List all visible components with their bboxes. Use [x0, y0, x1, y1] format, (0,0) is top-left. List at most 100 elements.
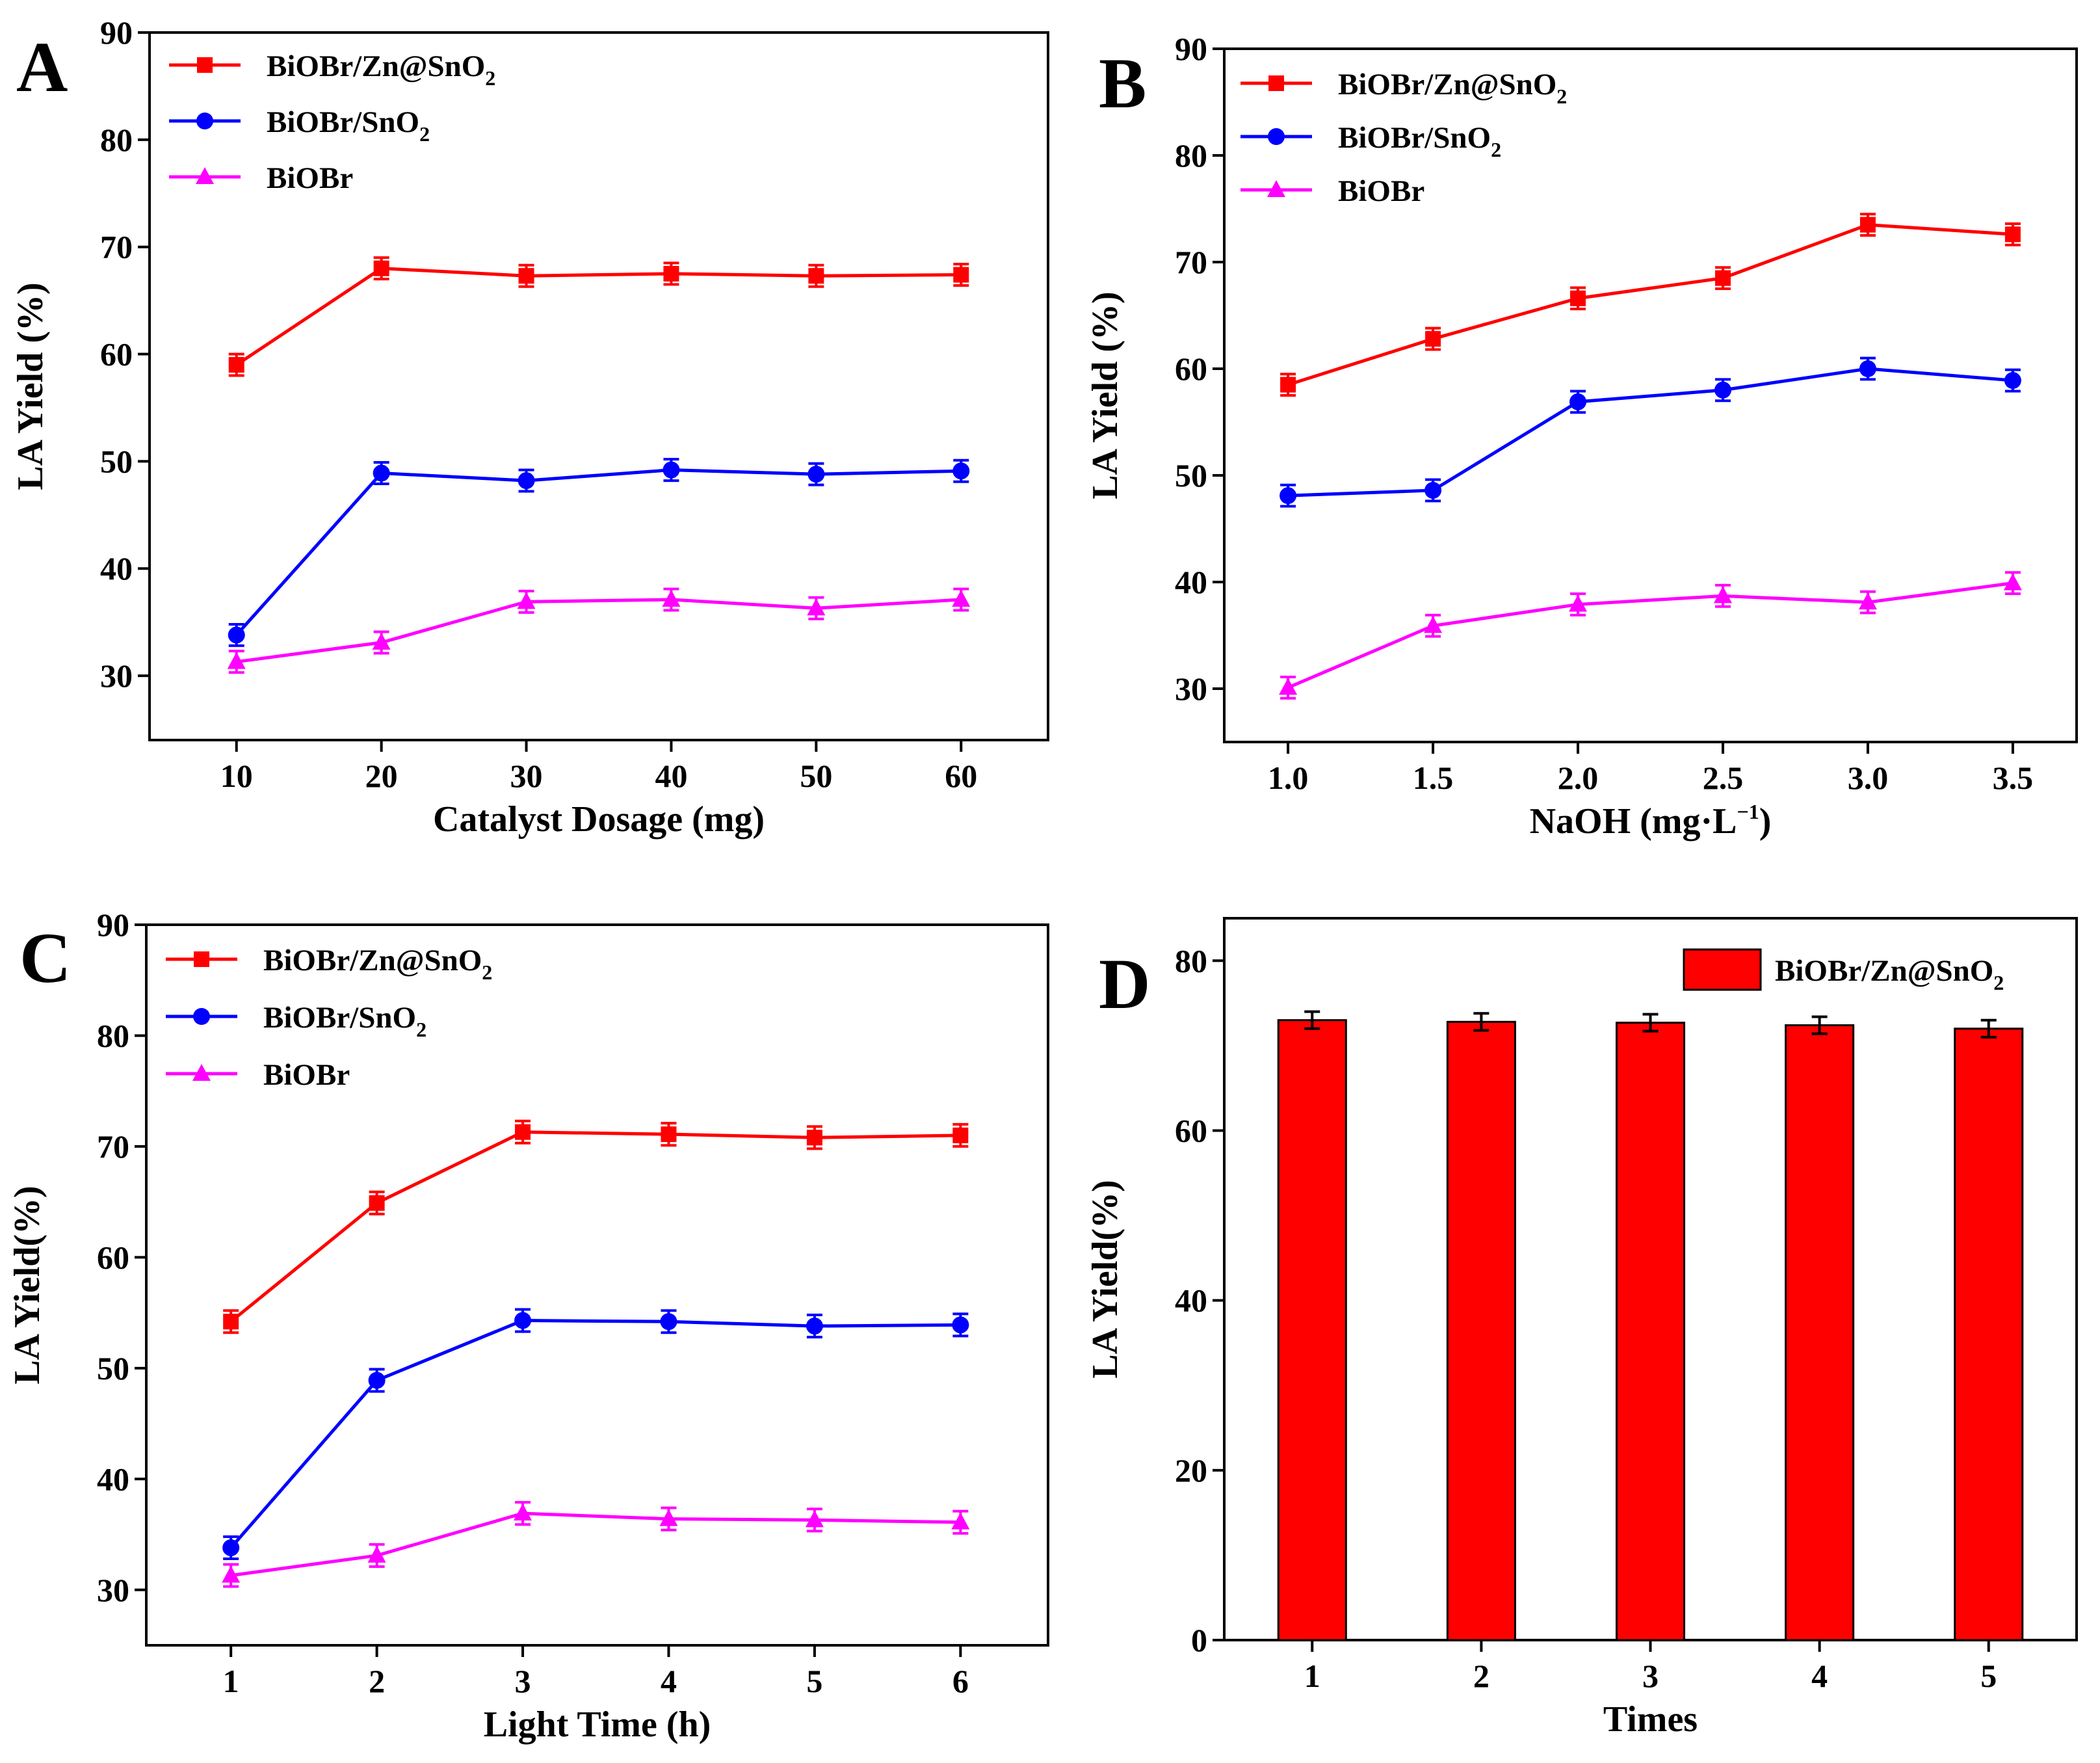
y-tick-label: 40: [97, 1461, 129, 1497]
legend-entry: BiOBr: [169, 161, 353, 195]
x-axis-label: Catalyst Dosage (mg): [433, 799, 765, 840]
legend-marker: [196, 113, 213, 129]
legend-entry: BiOBr/SnO2: [1240, 121, 1501, 161]
series-square: [228, 256, 969, 377]
y-tick-label: 80: [97, 1017, 129, 1054]
x-tick-label: 1: [1304, 1658, 1320, 1694]
data-point: [368, 1372, 386, 1389]
data-point: [663, 265, 679, 282]
x-axis-label-text: Catalyst Dosage (mg): [433, 799, 765, 840]
y-tick-label: 20: [1175, 1452, 1207, 1489]
legend-marker: [192, 1064, 211, 1081]
legend-label-subscript: 2: [485, 66, 495, 90]
legend-label-text: BiOBr/Zn@SnO: [1775, 954, 1993, 988]
legend-label: BiOBr/SnO2: [263, 1001, 427, 1041]
series-triangle: [227, 587, 971, 674]
legend-entry: BiOBr/Zn@SnO2: [1683, 948, 2004, 994]
x-tick-label: 30: [510, 758, 543, 794]
legend-label-text: BiOBr: [1338, 174, 1424, 208]
data-point: [952, 590, 971, 607]
x-tick-label: 4: [1811, 1658, 1828, 1694]
x-tick-label: 1: [223, 1663, 239, 1699]
x-axis-label-text: Times: [1603, 1699, 1698, 1740]
panel-letter: A: [16, 27, 68, 107]
data-point: [953, 267, 969, 283]
y-tick-label: 80: [100, 122, 133, 158]
data-point: [514, 1312, 532, 1329]
series-circle: [1280, 356, 2021, 508]
series-line: [230, 1319, 961, 1549]
data-point: [373, 464, 390, 482]
series-square: [223, 1119, 969, 1334]
series-triangle: [222, 1501, 970, 1588]
series-line: [236, 598, 962, 664]
series-line: [235, 267, 962, 367]
y-tick-label: 60: [97, 1239, 129, 1275]
data-point: [227, 652, 246, 669]
data-point: [1714, 381, 1731, 399]
data-point: [518, 472, 535, 490]
legend-label: BiOBr/Zn@SnO2: [263, 944, 492, 984]
panel-d: D 0 20 40 60 80 1 2 3 4 5 Times LA Yield(%) BiOBr/Zn@…: [1085, 917, 2078, 1740]
x-tick-label: 10: [220, 758, 253, 794]
data-point: [663, 461, 680, 479]
y-axis-label: LA Yield(%): [1085, 1180, 1125, 1378]
legend-label-subscript: 2: [416, 1018, 427, 1041]
x-tick-label: 20: [365, 758, 398, 794]
data-point: [806, 1130, 822, 1146]
legend-label-text: BiOBr/Zn@SnO: [1338, 68, 1556, 101]
y-tick-label: 30: [1175, 670, 1207, 707]
y-tick-label: 60: [1175, 1112, 1207, 1148]
legend-label-text: BiOBr/SnO: [1338, 121, 1491, 155]
data-point: [808, 268, 824, 284]
legend-label: BiOBr/Zn@SnO2: [1338, 68, 1567, 108]
legend-label-subscript: 2: [1556, 85, 1567, 108]
y-tick-label: 40: [1175, 1282, 1207, 1319]
legend-entry: BiOBr/Zn@SnO2: [169, 49, 495, 90]
data-point: [951, 1512, 970, 1530]
data-point: [1424, 616, 1443, 633]
legend-label: BiOBr: [263, 1058, 350, 1092]
x-axis-label-superscript: −1: [1737, 800, 1759, 823]
data-point: [1859, 360, 1876, 377]
y-tick-label: 50: [97, 1350, 129, 1386]
y-tick-label: 70: [1175, 244, 1207, 280]
legend-marker: [1268, 75, 1284, 91]
data-point: [1280, 377, 1296, 393]
legend-entry: BiOBr/Zn@SnO2: [1240, 68, 1567, 108]
data-point: [2004, 372, 2021, 390]
x-tick-label: 5: [1980, 1658, 1997, 1694]
y-axis-label: LA Yield (%): [10, 282, 51, 490]
data-point: [807, 466, 825, 483]
x-axis-label: Times: [1603, 1699, 1698, 1740]
y-tick-label: 30: [97, 1572, 129, 1608]
x-tick-label: 1.5: [1413, 760, 1454, 796]
data-point: [659, 1509, 678, 1526]
y-tick-label: 90: [100, 14, 133, 51]
data-point: [1569, 393, 1587, 410]
legend-marker: [193, 1008, 210, 1025]
panel-b: B 30 40 50 60 70 80 90 1.0 1.5 2.0 2.5 3.0 3.5 NaOH (m…: [1085, 31, 2078, 842]
legend-entry: BiOBr/SnO2: [169, 105, 430, 146]
data-point: [2003, 573, 2022, 590]
data-point: [228, 357, 244, 373]
y-tick-label: 60: [100, 336, 133, 373]
legend-marker: [1267, 180, 1285, 197]
bar: [1785, 1024, 1855, 1641]
y-tick-label: 60: [1175, 351, 1207, 387]
y-tick-label: 70: [100, 229, 133, 265]
x-tick-label: 50: [800, 758, 832, 794]
x-axis-label: NaOH (mg·L−1): [1530, 800, 1772, 842]
bar: [1954, 1027, 2024, 1641]
series-line: [235, 468, 962, 637]
x-tick-label: 2: [369, 1663, 385, 1699]
data-point: [662, 590, 681, 607]
data-point: [1280, 487, 1297, 505]
series-circle: [222, 1308, 969, 1561]
x-axis-label-tail: ): [1759, 801, 1772, 842]
data-point: [1713, 586, 1732, 603]
x-tick-label: 2.0: [1558, 760, 1599, 796]
legend-label-subscript: 2: [1491, 138, 1501, 161]
data-point: [952, 462, 970, 480]
x-axis-label: Light Time (h): [484, 1704, 711, 1745]
